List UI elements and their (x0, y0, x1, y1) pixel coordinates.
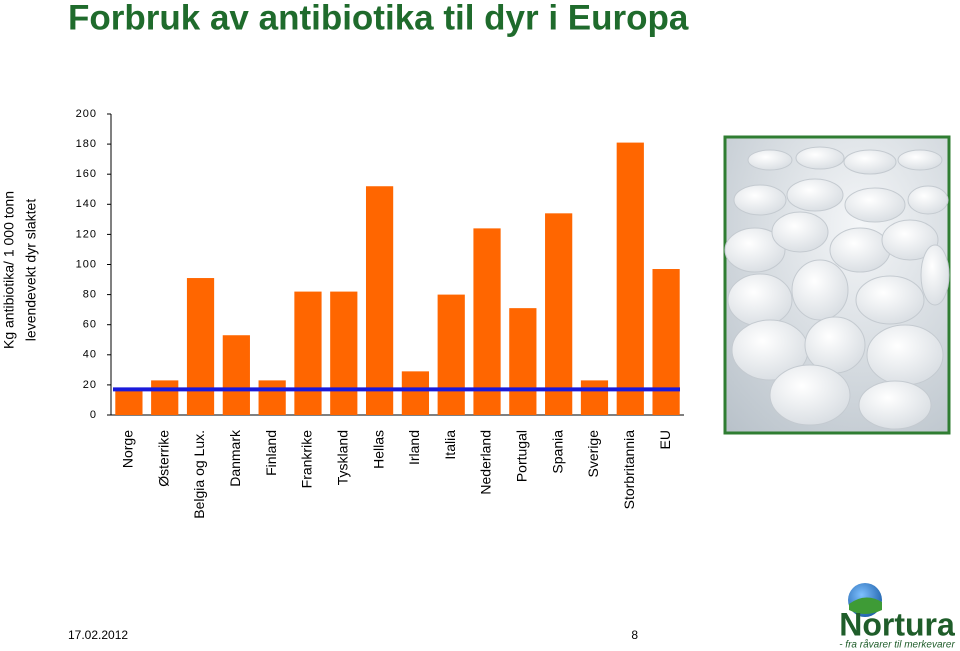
y-axis-label: Kg antibiotika/ 1 000 tonn (1, 191, 17, 349)
x-tick-label: Portugal (514, 430, 530, 482)
x-tick-label: EU (657, 430, 673, 449)
bar (473, 228, 501, 415)
x-tick-label: Irland (406, 430, 422, 465)
y-tick-label: 140 (76, 198, 97, 210)
y-tick-label: 80 (83, 289, 97, 301)
bar (616, 142, 644, 415)
page-number: 8 (631, 628, 638, 642)
bar (258, 380, 286, 415)
bar (115, 387, 143, 415)
bar (545, 213, 573, 415)
bar (509, 308, 537, 415)
x-tick-label: Danmark (227, 429, 243, 487)
x-tick-label: Sverige (585, 430, 601, 478)
x-tick-label: Østerrike (155, 430, 171, 487)
x-tick-label: Finland (263, 430, 279, 476)
x-tick-label: Frankrike (299, 430, 315, 489)
y-tick-label: 0 (90, 409, 97, 421)
pill-photo (723, 135, 951, 435)
bar (401, 371, 430, 415)
y-axis-label: levendevekt dyr slaktet (23, 199, 39, 342)
x-tick-label: Spania (549, 430, 565, 474)
y-tick-label: 120 (76, 228, 97, 240)
x-tick-label: Tyskland (334, 430, 350, 485)
y-tick-label: 200 (76, 108, 97, 120)
logo-tagline: - fra råvarer til merkevarer (839, 639, 955, 651)
bar (186, 278, 215, 415)
footer: 17.02.2012 8 (68, 628, 638, 642)
x-tick-label: Nederland (478, 430, 494, 495)
x-tick-label: Norge (120, 430, 136, 468)
y-tick-label: 20 (83, 379, 97, 391)
y-tick-label: 180 (76, 138, 97, 150)
bar (222, 335, 250, 415)
bar (652, 269, 680, 415)
y-tick-label: 160 (76, 168, 97, 180)
bar (151, 380, 179, 415)
logo-name: Nortura (839, 606, 955, 642)
footer-date: 17.02.2012 (68, 628, 128, 642)
x-tick-label: Italia (442, 430, 458, 460)
logo: Nortura - fra råvarer til merkevarer (839, 583, 955, 651)
slide-title: Forbruk av antibiotika til dyr i Europa (68, 0, 689, 37)
bar (365, 186, 394, 415)
x-tick-label: Belgia og Lux. (191, 430, 207, 519)
y-tick-label: 100 (76, 258, 97, 270)
bar (437, 294, 465, 415)
y-tick-label: 60 (83, 319, 97, 331)
y-tick-label: 40 (83, 349, 97, 361)
bar (330, 291, 358, 415)
x-tick-label: Storbritannia (621, 430, 637, 510)
bar (580, 380, 609, 415)
bar (294, 291, 322, 415)
x-tick-label: Hellas (370, 430, 386, 469)
